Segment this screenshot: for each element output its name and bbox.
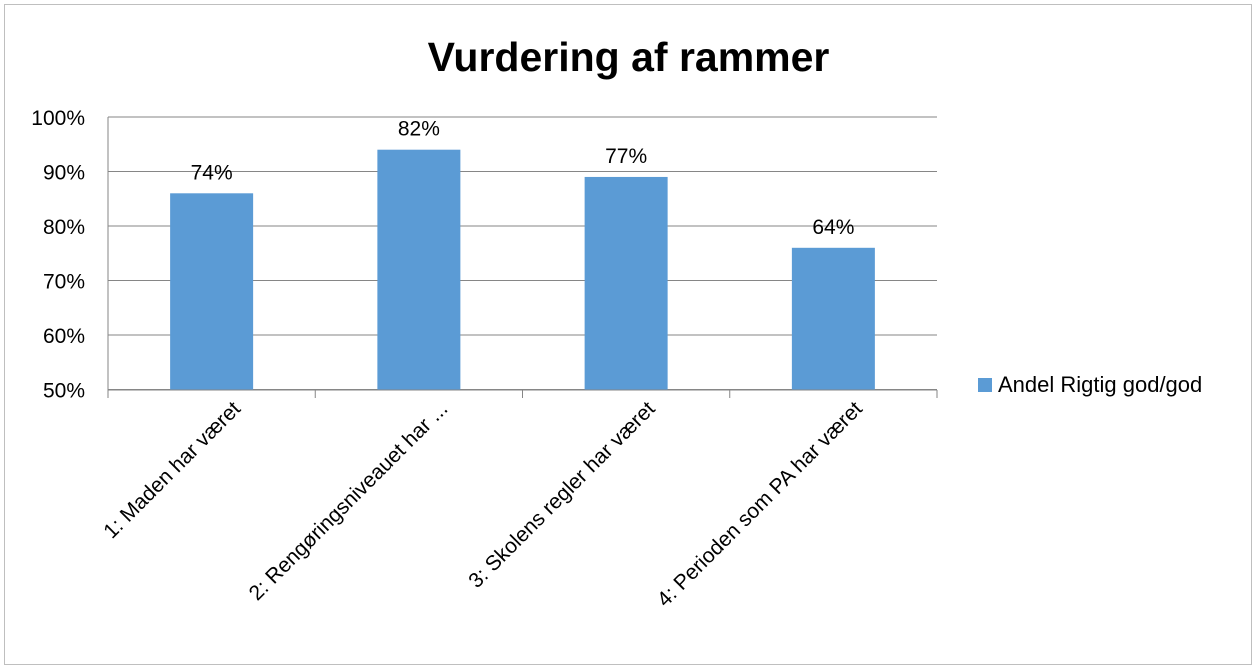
y-tick-label: 40% <box>43 434 85 457</box>
legend-label: Andel Rigtig god/god <box>998 372 1203 397</box>
y-axis-tick-labels: 40% 50% 60% 70% 80% 90% 100% <box>31 107 85 457</box>
x-tick-label: 4: Perioden som PA har været <box>653 397 867 611</box>
data-labels: 74% 82% 77% 64% <box>191 118 855 239</box>
chart-title: Vurdering af rammer <box>427 34 830 80</box>
x-tick-label: 3: Skolens regler har været <box>464 397 659 592</box>
bars <box>170 149 875 390</box>
y-tick-label: 70% <box>43 271 85 294</box>
x-tick-label: 1: Maden har været <box>99 397 245 543</box>
legend: Andel Rigtig god/god <box>978 372 1202 398</box>
x-tick-label: 2: Rengøringsniveauet har ... <box>245 397 453 605</box>
y-tick-label: 50% <box>43 380 85 403</box>
bar <box>170 193 254 390</box>
y-tick-label: 100% <box>31 107 85 130</box>
data-label: 77% <box>605 145 647 168</box>
y-tick-label: 90% <box>43 162 85 185</box>
legend-swatch <box>978 378 992 392</box>
x-axis-tick-labels: 1: Maden har været 2: Rengøringsniveauet … <box>99 397 867 611</box>
data-label: 64% <box>812 216 854 239</box>
data-label: 74% <box>191 161 233 184</box>
axes <box>107 117 938 398</box>
y-tick-label: 60% <box>43 325 85 348</box>
data-label: 82% <box>398 118 440 141</box>
bar <box>791 247 875 390</box>
bar <box>584 176 668 390</box>
bar <box>377 149 461 390</box>
y-tick-label: 80% <box>43 216 85 239</box>
